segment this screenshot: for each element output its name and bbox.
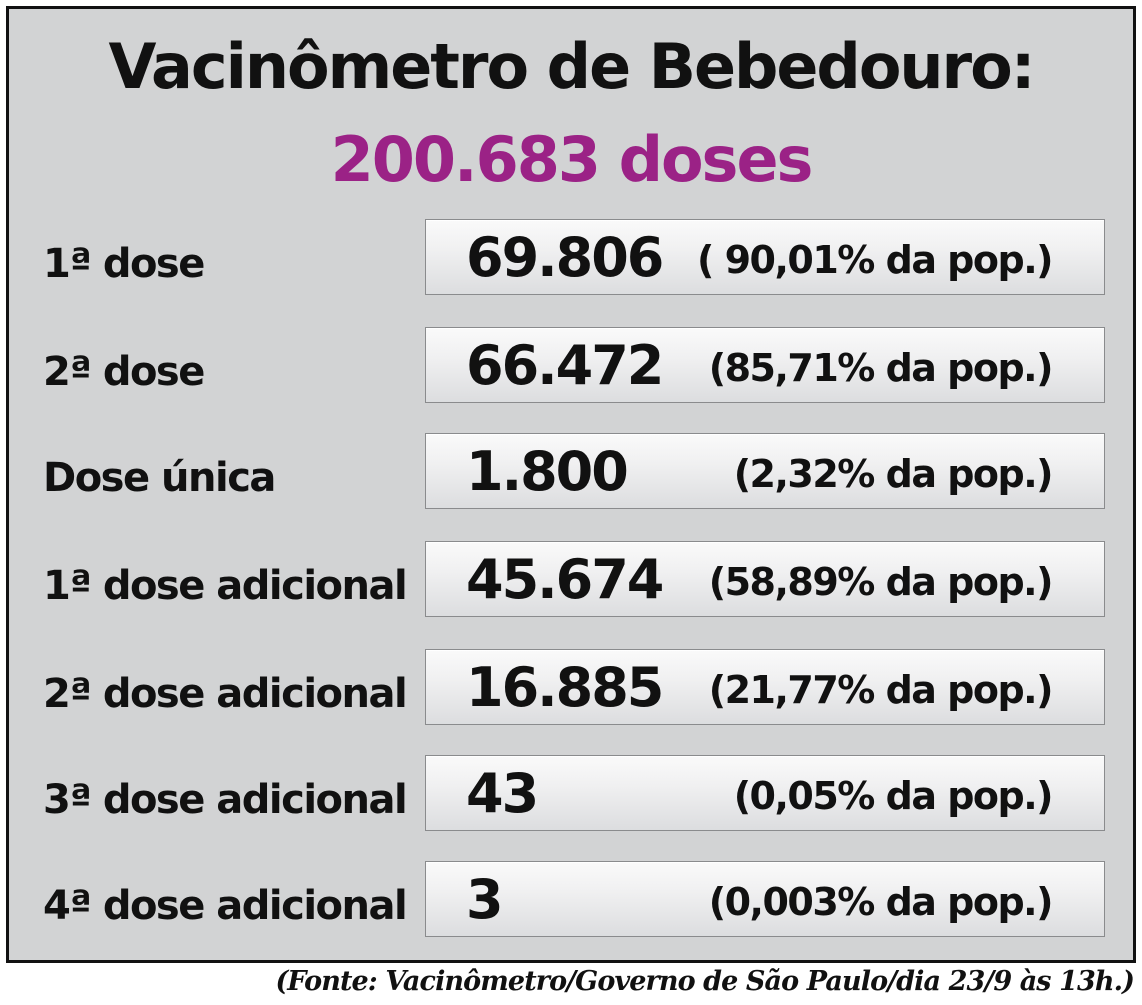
population-percent: ( 90,01% da pop.) (697, 238, 1053, 282)
population-percent: (2,32% da pop.) (733, 452, 1054, 496)
population-percent: (21,77% da pop.) (708, 668, 1054, 712)
dose-count: 66.472 (466, 334, 664, 397)
value-box-3rd-additional-dose: 43 (0,05% da pop.) (425, 755, 1105, 831)
row-label-4th-additional-dose: 4ª dose adicional (43, 883, 408, 929)
dose-count: 3 (466, 868, 504, 931)
value-box-single-dose: 1.800 (2,32% da pop.) (425, 433, 1105, 509)
row-label-2nd-dose: 2ª dose (43, 349, 205, 395)
value-box-1st-dose: 69.806 ( 90,01% da pop.) (425, 219, 1105, 295)
value-box-4th-additional-dose: 3 (0,003% da pop.) (425, 861, 1105, 937)
source-caption: (Fonte: Vacinômetro/Governo de São Paulo… (275, 966, 1134, 997)
population-percent: (0,003% da pop.) (708, 880, 1054, 924)
dose-count: 16.885 (466, 656, 664, 719)
row-label-2nd-additional-dose: 2ª dose adicional (43, 671, 408, 717)
row-label-3rd-additional-dose: 3ª dose adicional (43, 777, 408, 823)
row-label-1st-dose: 1ª dose (43, 241, 205, 287)
population-percent: (85,71% da pop.) (708, 346, 1054, 390)
population-percent: (0,05% da pop.) (733, 774, 1054, 818)
row-label-1st-additional-dose: 1ª dose adicional (43, 563, 408, 609)
total-doses: 200.683 doses (330, 123, 814, 196)
value-box-2nd-dose: 66.472 (85,71% da pop.) (425, 327, 1105, 403)
dose-count: 45.674 (466, 548, 664, 611)
population-percent: (58,89% da pop.) (708, 560, 1054, 604)
dose-count: 43 (466, 762, 539, 825)
value-box-2nd-additional-dose: 16.885 (21,77% da pop.) (425, 649, 1105, 725)
row-label-single-dose: Dose única (43, 455, 276, 501)
dose-count: 1.800 (466, 440, 629, 503)
infographic-title: Vacinômetro de Bebedouro: (108, 30, 1035, 103)
dose-count: 69.806 (466, 226, 664, 289)
value-box-1st-additional-dose: 45.674 (58,89% da pop.) (425, 541, 1105, 617)
vaccination-infographic-panel: Vacinômetro de Bebedouro: 200.683 doses … (6, 6, 1136, 963)
